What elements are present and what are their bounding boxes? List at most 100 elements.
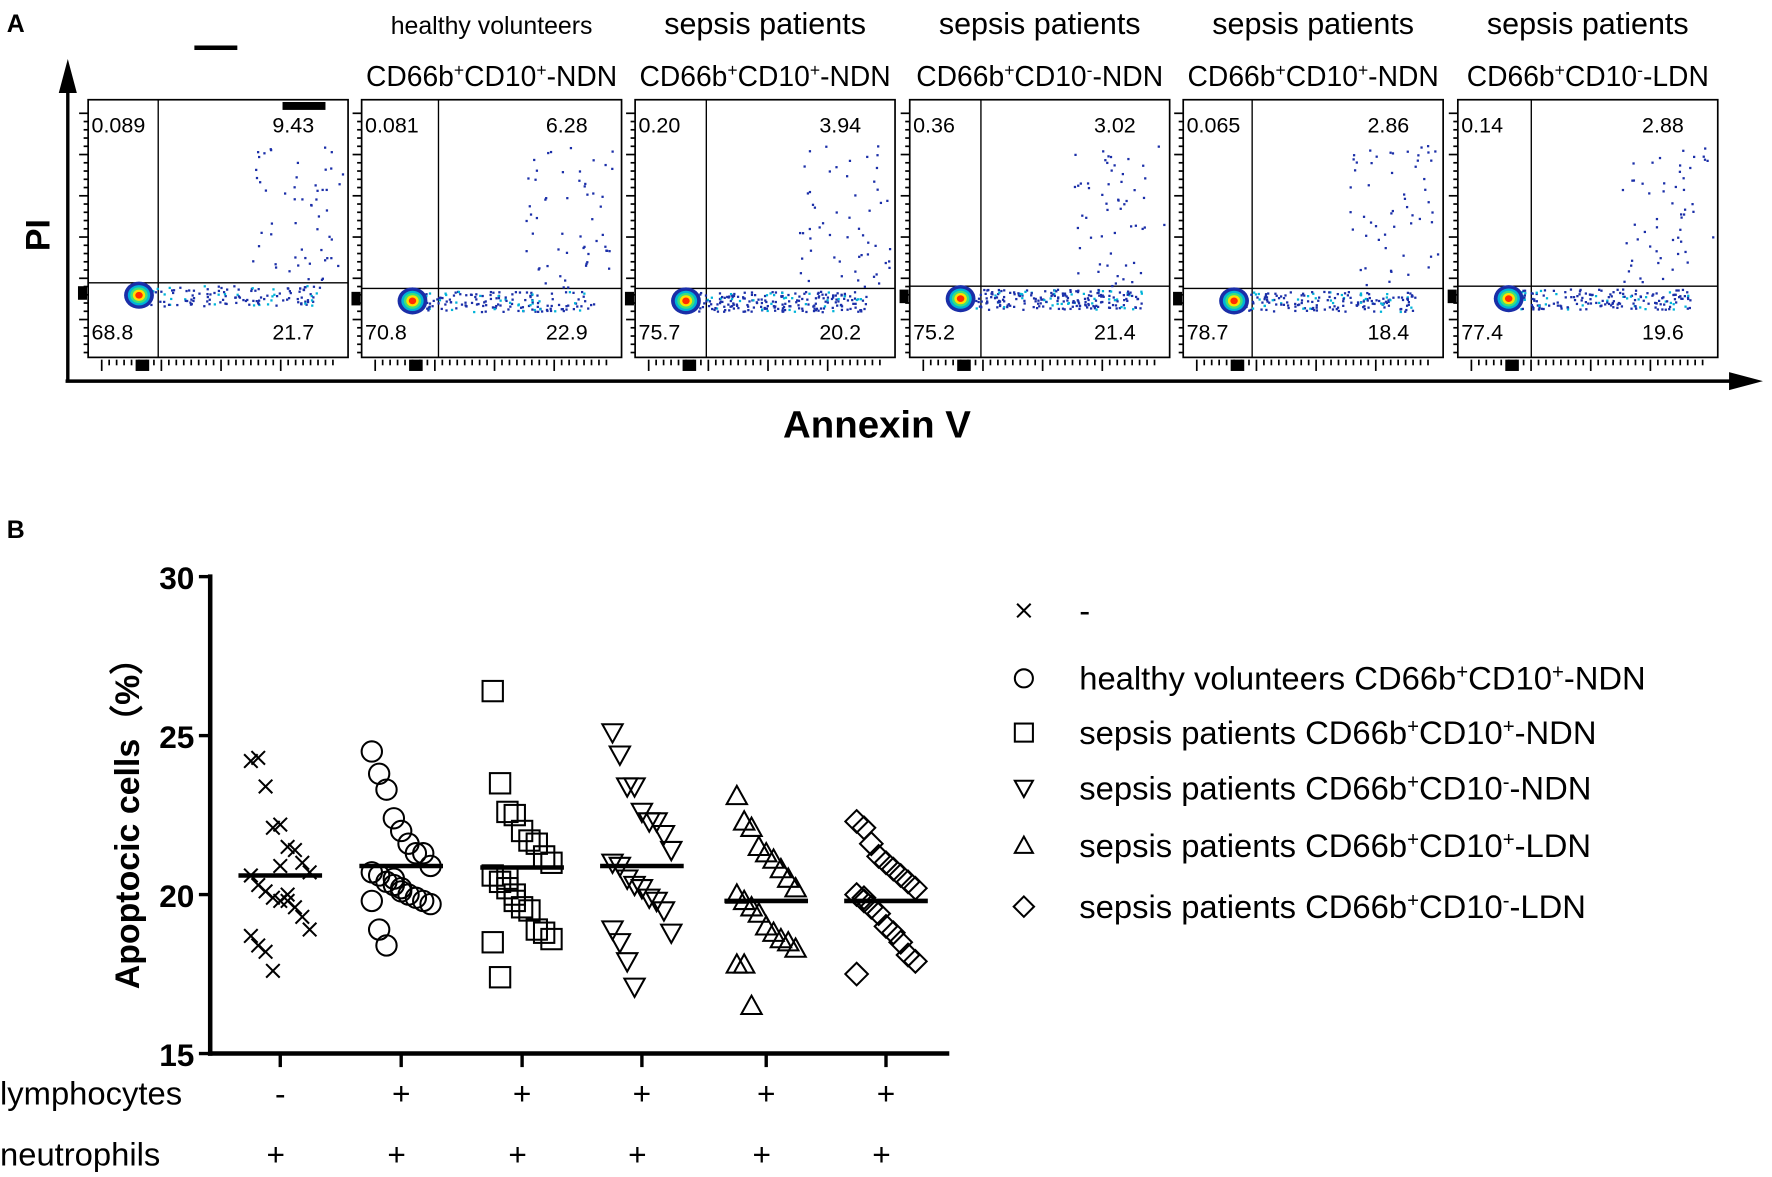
event-dot [840, 303, 843, 307]
event-dot [1036, 302, 1040, 305]
event-dot [1039, 302, 1042, 305]
event-dot [1344, 310, 1347, 313]
event-dot [328, 235, 331, 238]
event-dot [1579, 308, 1582, 311]
event-dot [1333, 296, 1337, 300]
event-dot [1132, 308, 1135, 311]
event-dot [730, 305, 734, 308]
event-dot [877, 282, 881, 285]
event-dot [1109, 290, 1113, 293]
event-dot [1074, 153, 1077, 157]
event-dot [274, 263, 277, 266]
event-dot [580, 305, 583, 308]
event-dot [861, 299, 865, 302]
panel-frame [87, 98, 349, 359]
event-dot [1530, 303, 1533, 307]
event-dot [233, 285, 236, 288]
quadrant-lower-right: 21.7 [272, 320, 314, 344]
event-dot [445, 309, 448, 312]
event-dot [583, 185, 586, 188]
data-point-triangle-up [1013, 834, 1035, 854]
event-dot [1539, 289, 1543, 293]
event-dot [572, 308, 575, 311]
title-sup1: + [1555, 60, 1565, 80]
event-dot [188, 289, 191, 292]
event-dot [1671, 268, 1674, 271]
event-dot [163, 305, 166, 308]
event-dot [439, 296, 442, 299]
event-dot [592, 303, 596, 306]
title-suffix: -LDN [1643, 60, 1709, 92]
legend-sup2: - [1503, 771, 1510, 793]
event-dot [536, 294, 539, 297]
event-dot [1122, 293, 1126, 297]
event-dot [733, 292, 736, 296]
event-dot [843, 297, 846, 300]
event-dot [1087, 303, 1090, 307]
event-dot [1641, 182, 1644, 185]
event-dot [531, 308, 534, 311]
y-tick-label: 20 [159, 878, 194, 914]
event-dot [252, 299, 255, 303]
event-dot [1405, 205, 1409, 209]
event-dot [1093, 307, 1097, 310]
event-dot [798, 231, 802, 235]
panel-title-markers: CD66b+CD10--LDN [1467, 60, 1709, 92]
event-dot [1279, 295, 1283, 298]
event-dot [1038, 305, 1041, 308]
event-dot [1254, 293, 1258, 296]
quadrant-lower-right: 21.4 [1094, 320, 1136, 344]
event-dot [1399, 310, 1402, 314]
event-dot [537, 310, 540, 313]
data-point-triangle-down [615, 952, 640, 974]
event-dot [888, 266, 891, 270]
event-dot [1606, 301, 1609, 304]
event-dot [1294, 305, 1297, 308]
legend-marker1: CD66b [1305, 827, 1407, 864]
event-dot [321, 277, 325, 280]
event-dot [562, 309, 565, 313]
event-dot [568, 291, 572, 294]
event-dot [875, 273, 878, 276]
event-dot [535, 216, 539, 220]
event-dot [156, 287, 159, 291]
event-dot [1134, 306, 1137, 309]
event-dot [1405, 304, 1409, 307]
quadrant-upper-right: 2.88 [1642, 114, 1684, 138]
event-dot [732, 303, 735, 306]
event-dot [1560, 307, 1563, 310]
event-dot [1521, 307, 1524, 311]
pi-axis-label: PI [20, 219, 58, 251]
event-dot [1030, 292, 1033, 295]
event-dot [840, 308, 844, 312]
event-dot [1075, 290, 1078, 293]
event-dot [1003, 289, 1006, 292]
event-dot [703, 302, 706, 305]
event-dot [1520, 308, 1523, 311]
event-dot [1024, 290, 1027, 293]
y-tick-block [77, 286, 88, 300]
event-dot [1578, 293, 1581, 296]
event-dot [428, 307, 431, 311]
event-dot [485, 304, 488, 307]
event-dot [1086, 182, 1090, 185]
event-dot [295, 176, 298, 179]
event-dot [975, 299, 978, 303]
event-dot [1350, 301, 1353, 304]
event-dot [750, 291, 754, 294]
event-dot [1584, 292, 1588, 295]
event-dot [170, 289, 174, 292]
event-dot [1263, 296, 1267, 299]
series-group: ++ [724, 783, 809, 1172]
event-dot [1407, 273, 1410, 276]
title-sup2: + [536, 60, 546, 80]
event-dot [1387, 299, 1390, 302]
event-dot [1654, 301, 1657, 305]
legend-marker1: CD66b [1354, 660, 1456, 697]
event-dot [1388, 280, 1391, 283]
event-dot [1096, 305, 1100, 309]
event-dot [1260, 308, 1263, 311]
event-dot [716, 303, 719, 306]
neutrophils-sign: + [267, 1136, 285, 1172]
event-dot [1050, 291, 1053, 295]
